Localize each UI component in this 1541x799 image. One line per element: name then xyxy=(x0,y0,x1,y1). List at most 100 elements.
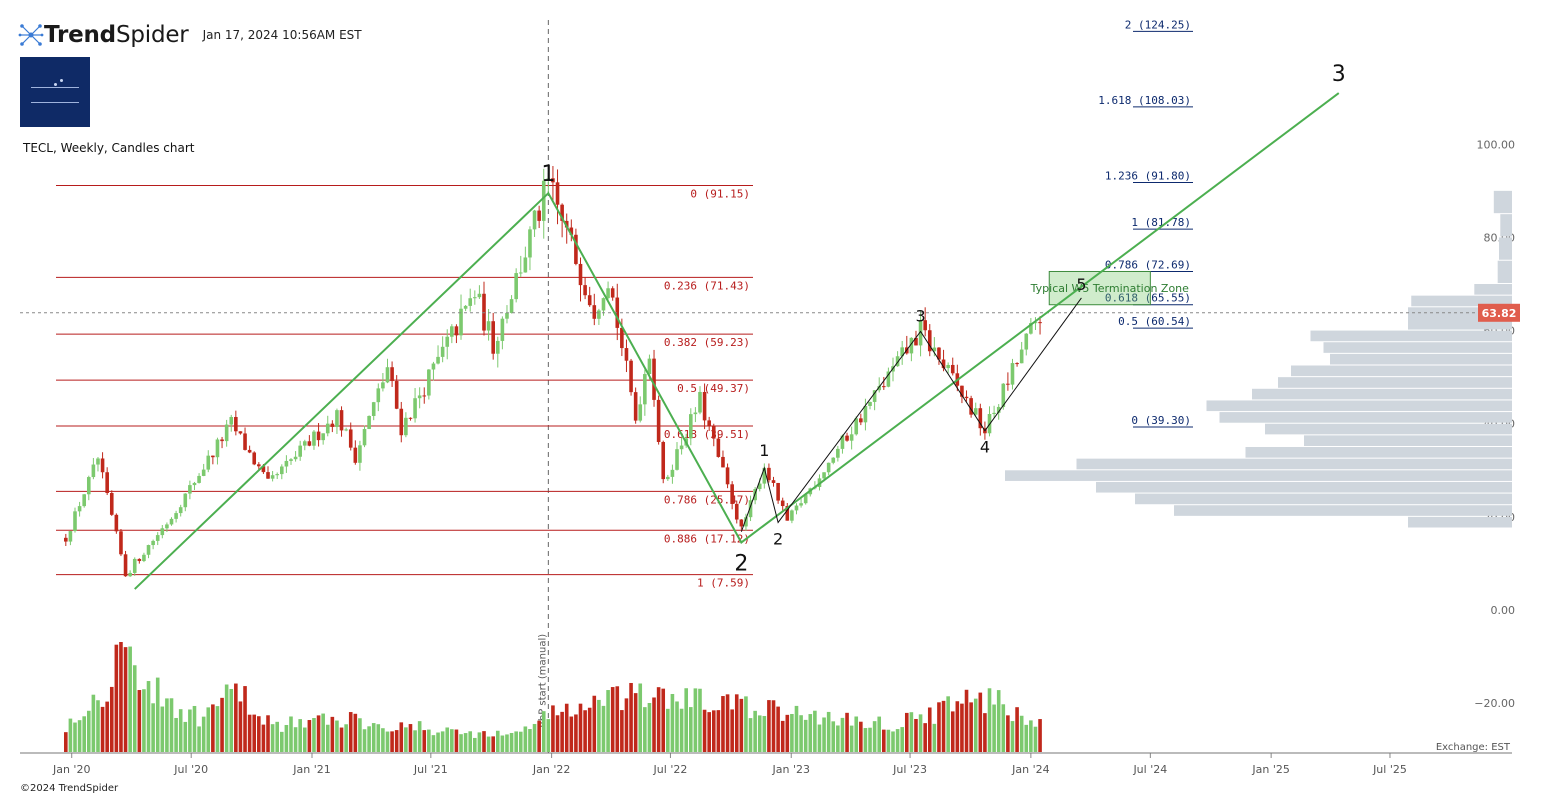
volume-bar xyxy=(941,700,946,752)
candle-body xyxy=(445,336,450,347)
candle-body xyxy=(629,360,633,393)
volume-bar xyxy=(670,693,675,752)
candle-body xyxy=(68,531,73,542)
volume-bar xyxy=(606,690,610,752)
volume-bar xyxy=(1006,715,1010,752)
fib-retracement-label: 1 (7.59) xyxy=(697,577,750,590)
volume-bar xyxy=(371,723,376,752)
volume-bar xyxy=(698,688,702,752)
candle-body xyxy=(973,408,978,415)
volume-bar xyxy=(711,710,716,752)
candle-body xyxy=(1015,363,1019,365)
volume-bar xyxy=(325,724,330,752)
vbp-bar xyxy=(1304,435,1512,447)
candle-body xyxy=(514,273,518,300)
volume-bar xyxy=(987,688,992,752)
volume-bar xyxy=(597,699,601,752)
x-tick-label: Jul '25 xyxy=(1372,763,1407,776)
volume-bar xyxy=(454,729,459,752)
volume-bar xyxy=(1024,724,1029,752)
volume-bar xyxy=(725,694,730,752)
volume-bar xyxy=(298,719,302,752)
volume-bar xyxy=(914,718,918,752)
volume-bar xyxy=(978,692,983,752)
volume-bar xyxy=(413,730,417,752)
volume-bar xyxy=(794,705,799,752)
fib-retracement-label: 0.382 (59.23) xyxy=(664,336,750,349)
x-tick-label: Jan '22 xyxy=(532,763,570,776)
volume-bar xyxy=(445,727,450,752)
vbp-bar xyxy=(1219,412,1512,423)
volume-bar xyxy=(211,704,215,752)
volume-bar xyxy=(197,726,201,752)
candle-body xyxy=(509,299,514,313)
candle-body xyxy=(546,178,551,181)
volume-bar xyxy=(730,709,734,752)
candle-body xyxy=(560,204,564,221)
candle-body xyxy=(1019,349,1024,364)
vbp-bar xyxy=(1291,365,1512,377)
candle-body xyxy=(431,363,436,370)
volume-bar xyxy=(220,697,224,752)
volume-bar xyxy=(302,727,307,752)
volume-bar xyxy=(201,716,206,752)
volume-bar xyxy=(927,707,932,752)
candle-body xyxy=(367,415,371,430)
volume-bar xyxy=(495,730,500,752)
fib-extension-label: 0 (39.30) xyxy=(1131,414,1191,427)
volume-bar xyxy=(509,732,514,752)
candle-body xyxy=(578,263,583,286)
candle-body xyxy=(785,506,790,521)
fib-extension-label: 1 (81.78) xyxy=(1131,216,1191,229)
candle-body xyxy=(238,431,243,434)
volume-bar xyxy=(73,722,77,752)
vbp-bar xyxy=(1310,330,1512,342)
volume-bar xyxy=(348,712,353,752)
candle-body xyxy=(960,385,964,397)
volume-bar xyxy=(86,710,91,752)
candle-body xyxy=(914,337,918,346)
candle-body xyxy=(137,558,142,562)
volume-bar xyxy=(583,710,587,752)
candle-body xyxy=(882,386,886,388)
volume-bar xyxy=(183,721,188,752)
candle-body xyxy=(656,399,661,442)
candle-body xyxy=(284,460,289,467)
candle-body xyxy=(803,494,808,504)
candle-body xyxy=(362,429,367,446)
candle-body xyxy=(725,467,730,485)
candle-body xyxy=(77,506,82,512)
volume-bar xyxy=(224,684,229,752)
candle-body xyxy=(601,298,606,311)
volume-bar xyxy=(394,730,399,752)
volume-bar xyxy=(109,686,114,752)
candle-body xyxy=(532,210,537,230)
candle-body xyxy=(450,326,454,337)
vbp-bar xyxy=(1252,388,1512,400)
badge-line xyxy=(31,102,79,103)
candle-body xyxy=(523,257,528,273)
candle-body xyxy=(160,528,165,536)
x-tick-label: Jul '23 xyxy=(892,763,927,776)
volume-bar xyxy=(399,722,404,752)
volume-bar xyxy=(688,707,693,752)
volume-bar xyxy=(289,716,293,752)
fib-extension-label: 0.786 (72.69) xyxy=(1105,258,1191,271)
volume-bar xyxy=(996,690,1001,752)
volume-bar xyxy=(932,723,937,752)
vbp-bar xyxy=(1278,377,1512,388)
candle-body xyxy=(142,554,146,562)
volume-bar xyxy=(537,720,541,752)
candle-body xyxy=(100,458,105,473)
volume-bar xyxy=(353,713,358,752)
candle-body xyxy=(275,474,280,476)
volume-bar xyxy=(877,716,882,752)
candle-body xyxy=(996,406,1001,413)
candle-body xyxy=(1029,323,1033,334)
volume-bar xyxy=(123,647,128,752)
candle-body xyxy=(468,298,473,306)
candle-body xyxy=(698,391,702,413)
volume-bar xyxy=(330,716,335,752)
candle-body xyxy=(606,288,610,299)
